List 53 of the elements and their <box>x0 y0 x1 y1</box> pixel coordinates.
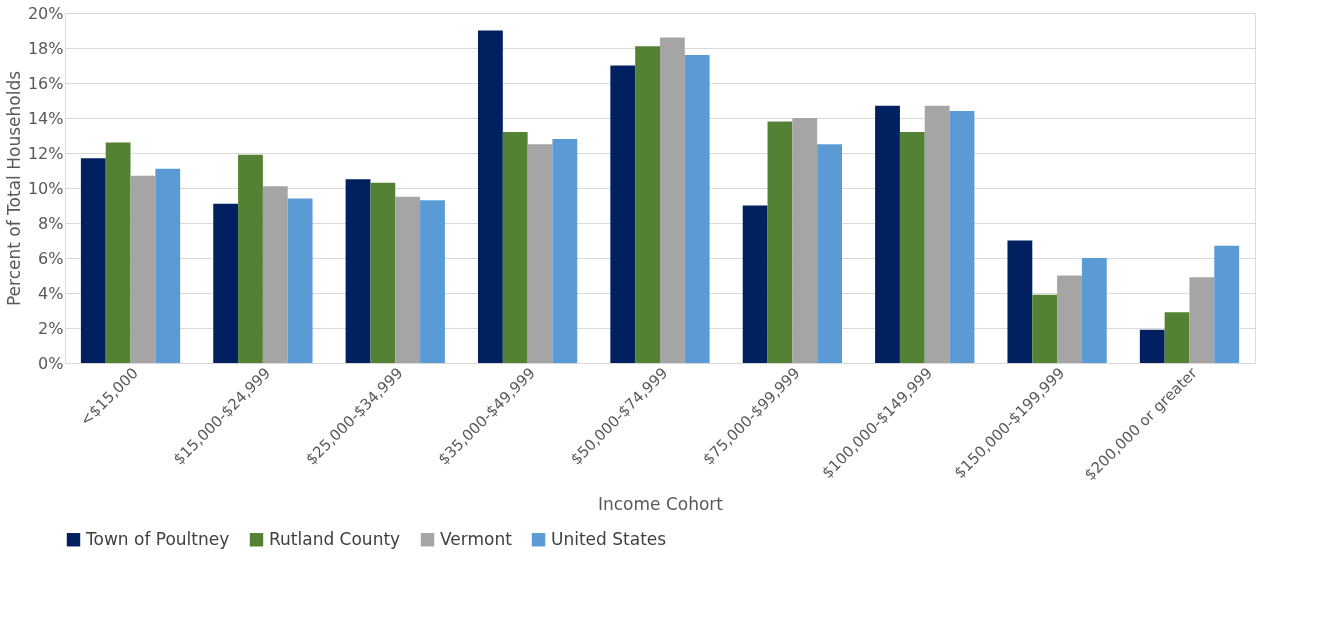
bar <box>1164 312 1190 363</box>
bar <box>502 132 528 363</box>
y-tick-label: 4% <box>38 283 64 303</box>
bar <box>924 105 950 363</box>
y-tick-label: 8% <box>38 213 64 233</box>
x-axis-title: Income Cohort <box>597 494 724 515</box>
bar <box>1189 277 1215 363</box>
bar <box>80 158 106 363</box>
bar <box>1007 240 1033 363</box>
y-tick-label: 6% <box>38 248 64 268</box>
bar <box>527 144 553 363</box>
y-tick-label: 14% <box>27 108 64 128</box>
bar <box>899 132 925 363</box>
bar <box>213 203 239 363</box>
bar <box>370 182 396 363</box>
y-tick-label: 12% <box>27 143 64 163</box>
bar <box>477 30 503 363</box>
legend-label: United States <box>551 528 667 549</box>
bar <box>742 205 768 363</box>
bar <box>817 144 843 363</box>
bar <box>610 65 636 363</box>
bar <box>1214 245 1240 363</box>
bar <box>767 121 793 363</box>
bar <box>660 37 685 363</box>
bar <box>792 118 818 363</box>
y-tick-label: 2% <box>38 318 64 338</box>
bar <box>1139 329 1165 363</box>
bar <box>262 186 288 363</box>
y-tick-label: 16% <box>27 73 64 93</box>
bar <box>635 46 660 363</box>
bar <box>105 142 131 363</box>
y-axis-title: Percent of Total Households <box>3 70 24 307</box>
bar <box>1081 258 1107 363</box>
bar <box>155 168 181 363</box>
legend-label: Vermont <box>440 528 513 549</box>
y-tick-label: 18% <box>27 38 64 58</box>
y-tick-label: 20% <box>27 3 64 23</box>
bar <box>238 154 263 363</box>
bar <box>875 105 900 363</box>
bar <box>395 196 421 363</box>
bar <box>684 55 710 363</box>
legend-label: Rutland County <box>269 528 401 549</box>
y-tick-label: 10% <box>27 178 64 198</box>
bar <box>552 139 578 363</box>
bar <box>287 198 313 363</box>
legend-label: Town of Poultney <box>85 528 230 549</box>
bar <box>949 111 975 363</box>
bar <box>130 175 156 363</box>
bar <box>345 179 371 363</box>
y-tick-label: 0% <box>38 353 64 373</box>
bar <box>420 200 445 363</box>
bar <box>1057 275 1082 363</box>
bar <box>1032 294 1058 363</box>
